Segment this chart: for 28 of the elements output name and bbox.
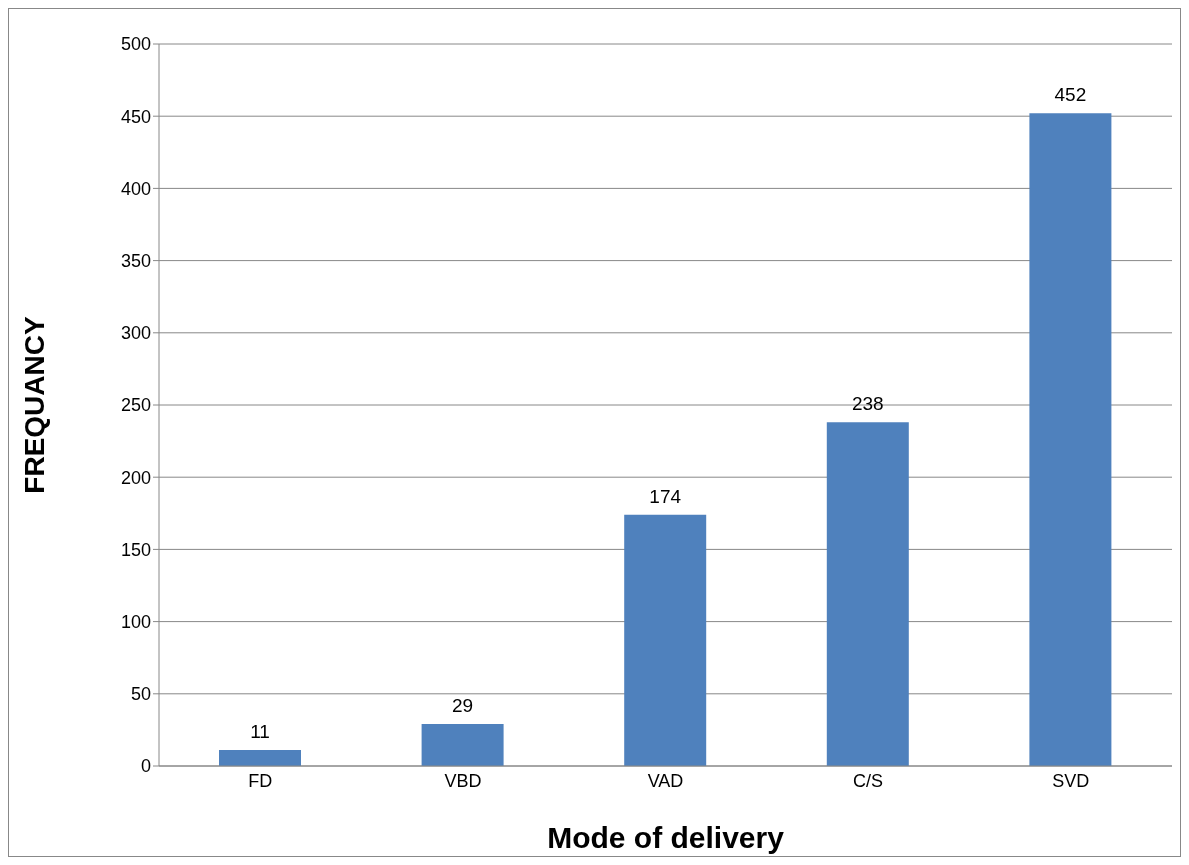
data-label: 174: [649, 485, 682, 507]
y-tick-label: 300: [120, 323, 151, 344]
data-label: 11: [250, 721, 270, 743]
bar: [219, 750, 301, 766]
y-axis-title: FREQUANCY: [18, 316, 50, 494]
y-tick-label: 150: [120, 539, 151, 560]
bar: [624, 514, 707, 766]
x-tick-label: SVD: [1052, 770, 1090, 791]
y-tick-label: 0: [140, 756, 151, 777]
data-label: 238: [851, 393, 884, 415]
bar: [826, 422, 909, 766]
bar: [1029, 113, 1112, 766]
y-tick-label: 400: [120, 178, 151, 199]
data-label: 452: [1054, 84, 1087, 106]
y-tick-label: 100: [120, 611, 151, 632]
y-tick-label: 250: [120, 395, 151, 416]
x-tick-label: VAD: [647, 770, 684, 791]
x-tick-label: C/S: [853, 770, 884, 791]
data-label: 29: [452, 695, 474, 717]
x-tick-label: VBD: [444, 770, 482, 791]
y-tick-label: 200: [120, 467, 151, 488]
x-tick-label: FD: [248, 770, 273, 791]
y-tick-label: 450: [120, 106, 151, 127]
y-tick-label: 500: [120, 34, 151, 55]
y-tick-label: 50: [130, 684, 151, 705]
y-tick-label: 350: [120, 250, 151, 271]
x-axis-title: Mode of delivery: [547, 821, 785, 854]
bar: [421, 724, 504, 766]
